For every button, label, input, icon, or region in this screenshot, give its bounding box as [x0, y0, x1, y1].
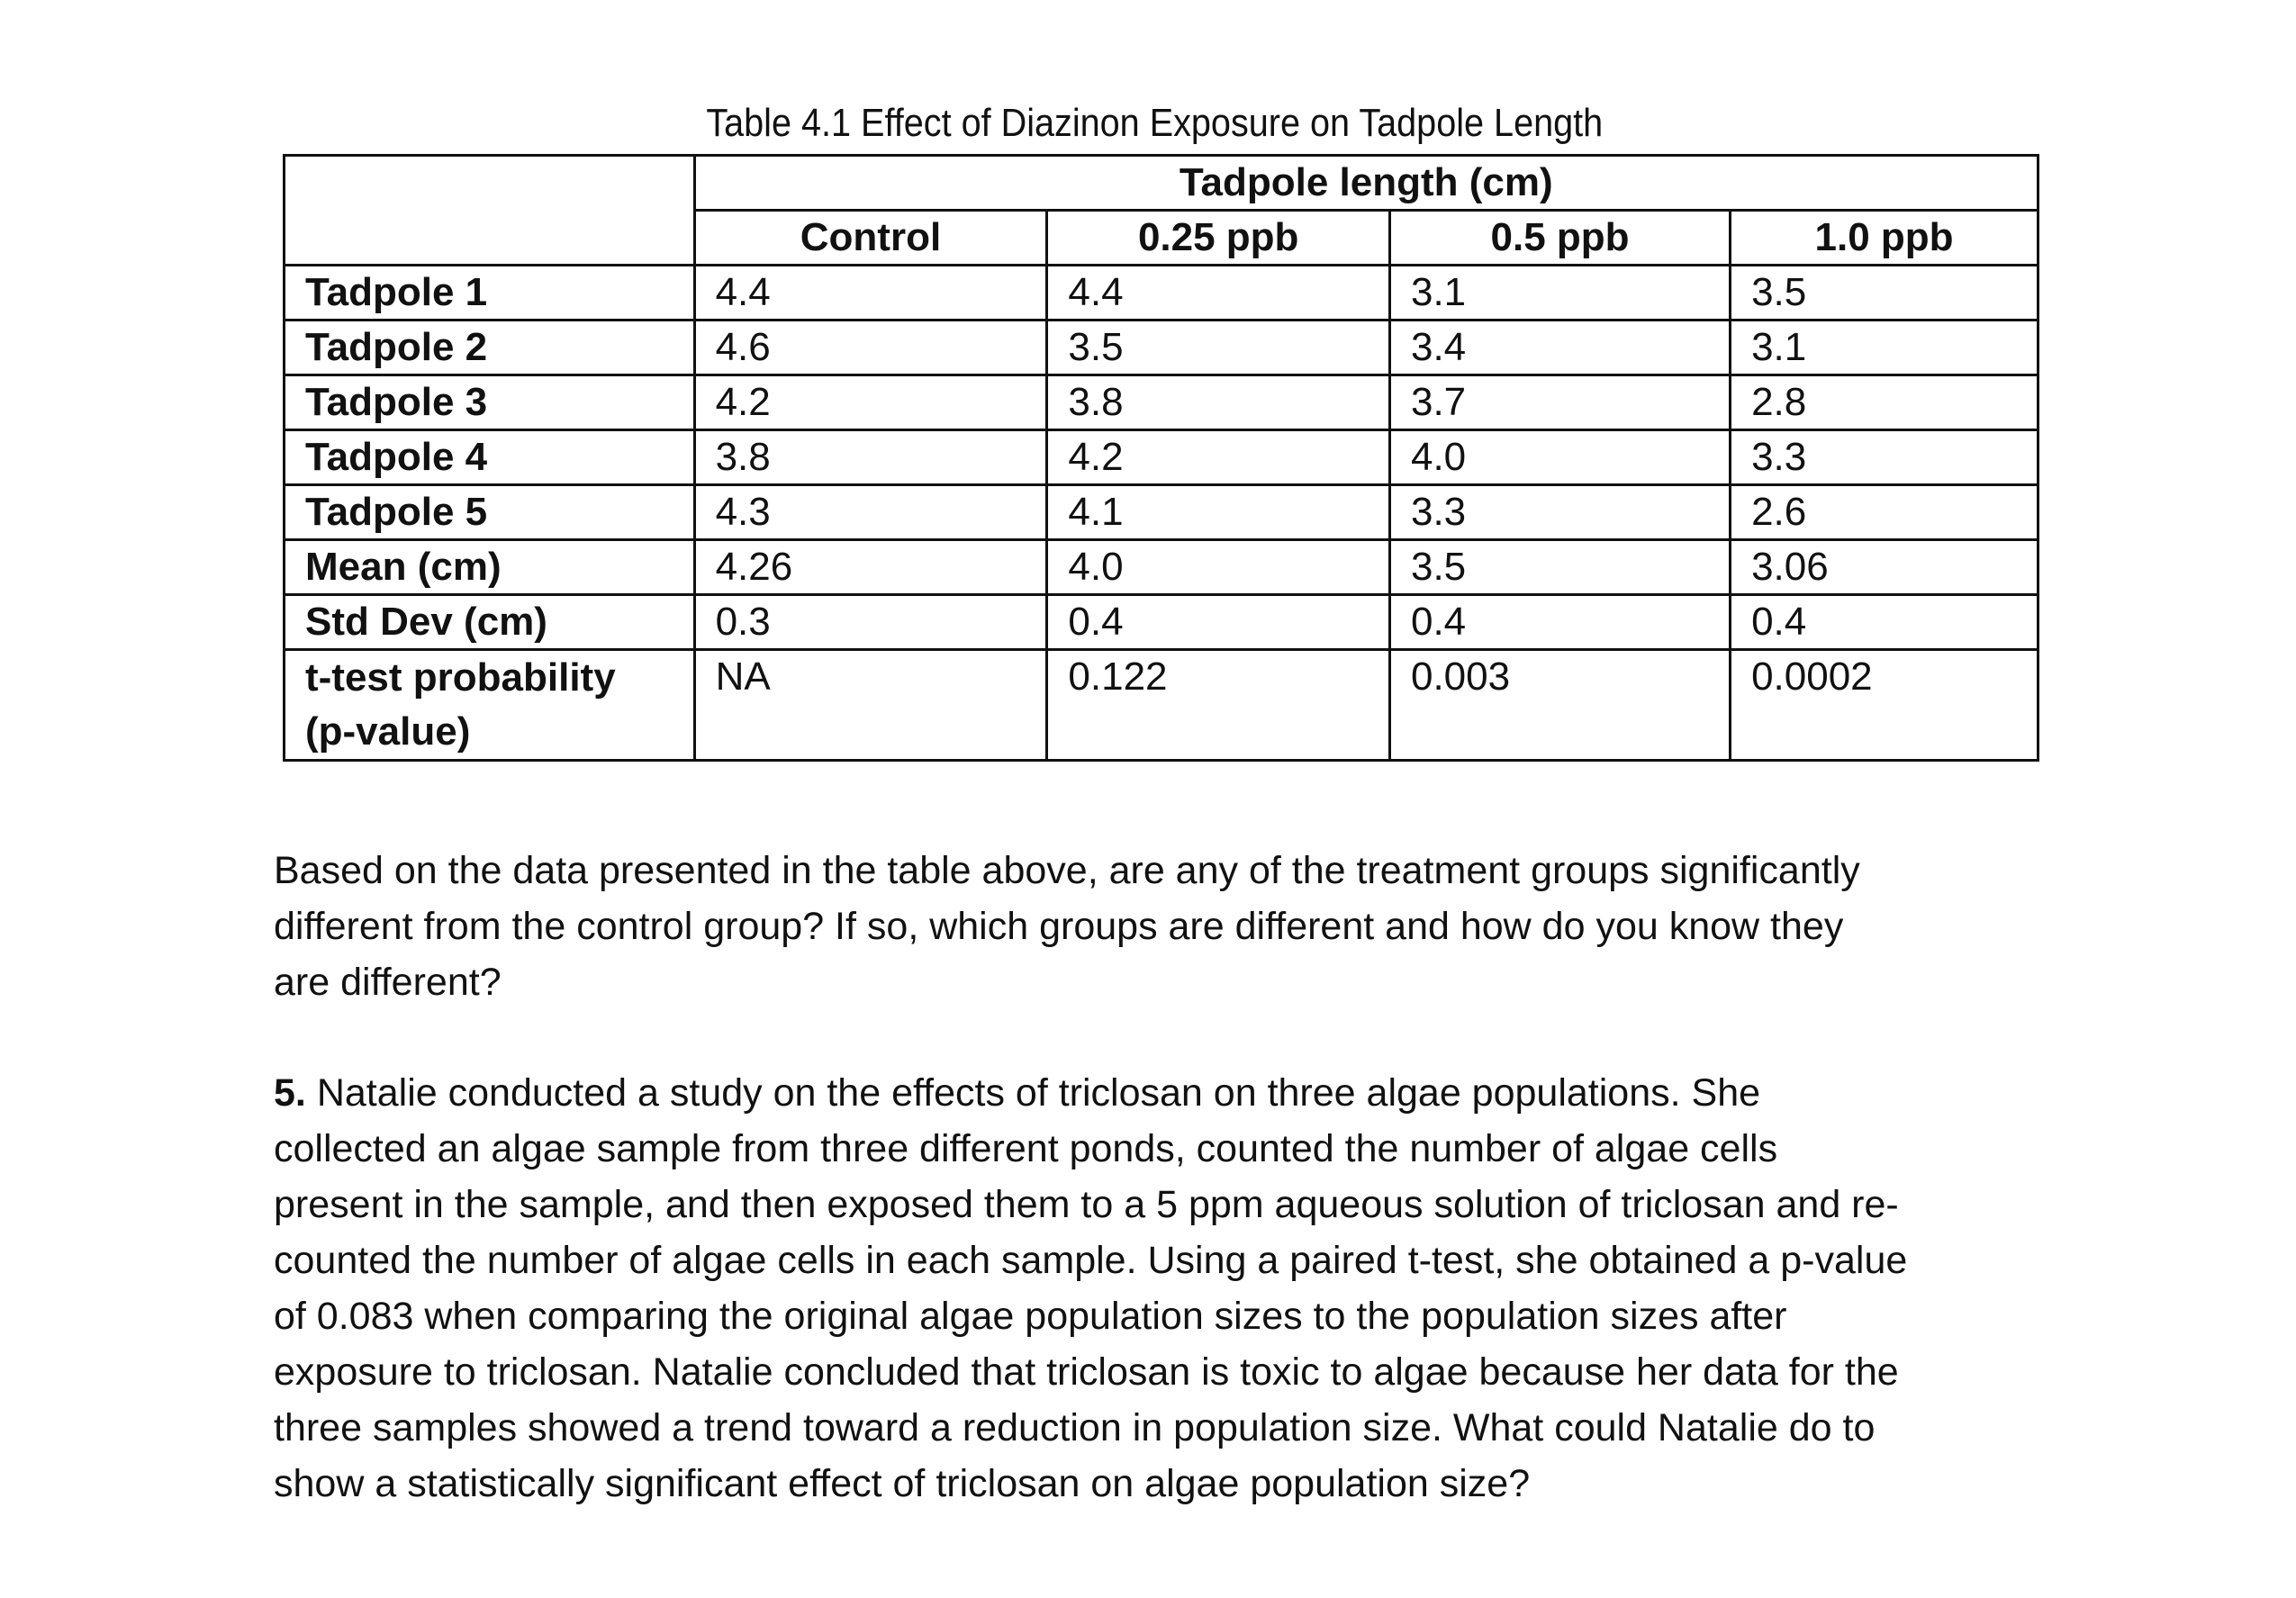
table-cell: 0.4 [1388, 593, 1732, 651]
table-cell: 0.122 [1045, 648, 1391, 762]
table-cell: 3.1 [1729, 319, 2039, 376]
row-label: Tadpole 4 [283, 429, 696, 486]
row-label: t-test probability (p-value) [283, 648, 696, 762]
table-cell: 4.4 [692, 264, 1049, 321]
table-cell: 0.3 [692, 593, 1049, 651]
text-line: counted the number of algae cells in eac… [274, 1239, 1908, 1282]
table-cell: 3.8 [692, 429, 1049, 486]
row-label: Tadpole 3 [283, 374, 696, 431]
table-cell: 3.5 [1729, 264, 2039, 321]
column-header: 0.5 ppb [1388, 209, 1732, 266]
row-label: Std Dev (cm) [283, 593, 696, 651]
text-line: present in the sample, and then exposed … [274, 1183, 1899, 1226]
table-caption: Table 4.1 Effect of Diazinon Exposure on… [706, 101, 1603, 145]
table-cell: 4.26 [692, 538, 1049, 596]
table-cell: 3.5 [1045, 319, 1391, 376]
table-cell: 3.06 [1729, 538, 2039, 596]
empty-corner-cell [283, 154, 696, 266]
group-header: Tadpole length (cm) [692, 154, 2040, 212]
question-5: 5. Natalie conducted a study on the effe… [274, 1065, 1907, 1512]
table-cell: 3.3 [1388, 483, 1732, 541]
table-cell: 0.4 [1045, 593, 1391, 651]
table-cell: 0.0002 [1729, 648, 2039, 762]
text-line: Based on the data presented in the table… [274, 849, 1860, 892]
column-header: Control [692, 209, 1049, 266]
text-line: exposure to triclosan. Natalie concluded… [274, 1350, 1899, 1394]
table-cell: 3.3 [1729, 429, 2039, 486]
table-row: Tadpole 2 4.6 3.5 3.4 3.1 [283, 319, 2039, 376]
text-line: different from the control group? If so,… [274, 905, 1844, 948]
text-span: Natalie conducted a study on the effects… [305, 1071, 1761, 1115]
table-row: Tadpole 4 3.8 4.2 4.0 3.3 [283, 429, 2039, 486]
row-label: Tadpole 2 [283, 319, 696, 376]
table-cell: 0.003 [1388, 648, 1732, 762]
table-row-pvalue: t-test probability (p-value) NA 0.122 0.0… [283, 648, 2039, 762]
table-row: Mean (cm) 4.26 4.0 3.5 3.06 [283, 538, 2039, 596]
column-header: 0.25 ppb [1045, 209, 1391, 266]
table-cell: 3.8 [1045, 374, 1391, 431]
row-label-line: t-test probability [305, 655, 616, 700]
column-header: 1.0 ppb [1729, 209, 2039, 266]
table-cell: 4.6 [692, 319, 1049, 376]
row-label-line: (p-value) [305, 709, 471, 754]
table-cell: 4.2 [692, 374, 1049, 431]
column-header-row: Control 0.25 ppb 0.5 ppb 1.0 ppb [285, 209, 2039, 266]
table-cell: 4.4 [1045, 264, 1391, 321]
table-row: Std Dev (cm) 0.3 0.4 0.4 0.4 [283, 593, 2039, 651]
table-cell: 3.7 [1388, 374, 1732, 431]
question-number: 5. [274, 1071, 306, 1115]
tadpole-length-table: Tadpole length (cm) Control 0.25 ppb 0.5… [283, 154, 2040, 762]
header-row: Tadpole length (cm) [283, 154, 2040, 266]
table-row: Tadpole 1 4.4 4.4 3.1 3.5 [283, 264, 2039, 321]
table-cell: 2.6 [1729, 483, 2039, 541]
table-cell: NA [692, 648, 1049, 762]
table-cell: 4.1 [1045, 483, 1391, 541]
table-cell: 3.5 [1388, 538, 1732, 596]
text-line: three samples showed a trend toward a re… [274, 1406, 1876, 1449]
row-label: Tadpole 5 [283, 483, 696, 541]
table-row: Tadpole 5 4.3 4.1 3.3 2.6 [283, 483, 2039, 541]
table-row: Tadpole 3 4.2 3.8 3.7 2.8 [283, 374, 2039, 431]
text-line: collected an algae sample from three dif… [274, 1127, 1778, 1170]
row-label: Mean (cm) [283, 538, 696, 596]
text-line: show a statistically significant effect … [274, 1462, 1531, 1505]
text-line: 5. Natalie conducted a study on the effe… [274, 1065, 1907, 1121]
table-cell: 3.4 [1388, 319, 1732, 376]
row-label: Tadpole 1 [283, 264, 696, 321]
table-cell: 4.0 [1388, 429, 1732, 486]
table-cell: 0.4 [1729, 593, 2039, 651]
table-cell: 2.8 [1729, 374, 2039, 431]
table-cell: 4.3 [692, 483, 1049, 541]
question-4: Based on the data presented in the table… [274, 843, 1860, 1010]
text-line: are different? [274, 961, 502, 1004]
table-cell: 4.0 [1045, 538, 1391, 596]
text-line: of 0.083 when comparing the original alg… [274, 1295, 1787, 1338]
table-cell: 3.1 [1388, 264, 1732, 321]
table-cell: 4.2 [1045, 429, 1391, 486]
